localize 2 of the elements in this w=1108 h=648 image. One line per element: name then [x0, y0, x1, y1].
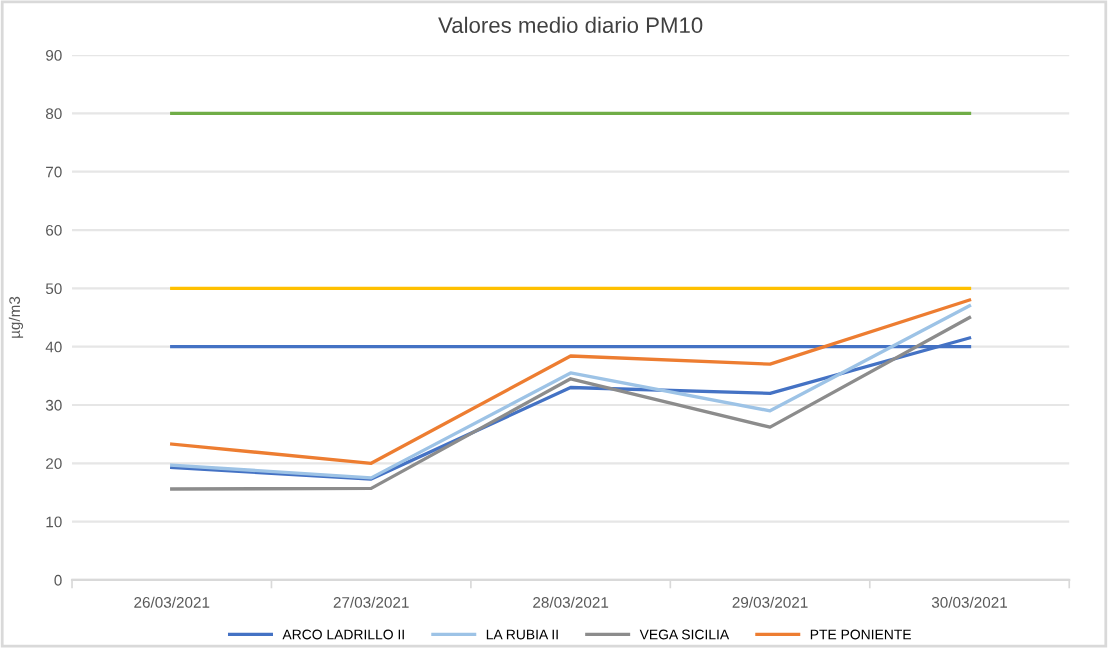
- chart-title: Valores medio diario PM10: [438, 16, 703, 34]
- line-series: [170, 336, 972, 481]
